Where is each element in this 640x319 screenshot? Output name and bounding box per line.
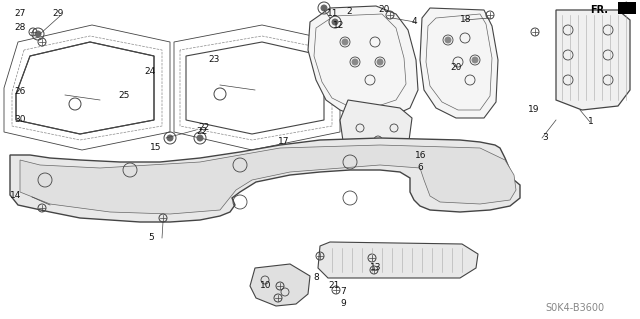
Text: 22: 22 [198, 123, 209, 132]
Text: 25: 25 [118, 91, 129, 100]
Circle shape [197, 135, 203, 141]
Text: 14: 14 [10, 191, 21, 201]
Polygon shape [250, 264, 310, 306]
Text: 15: 15 [150, 144, 161, 152]
Text: 17: 17 [278, 137, 289, 146]
Text: 10: 10 [260, 280, 271, 290]
Text: 12: 12 [333, 21, 344, 31]
Text: 20: 20 [378, 5, 389, 14]
Text: 19: 19 [528, 106, 540, 115]
Text: 23: 23 [208, 56, 220, 64]
Polygon shape [318, 242, 478, 278]
Text: 5: 5 [148, 234, 154, 242]
Polygon shape [20, 145, 516, 214]
Text: 3: 3 [542, 133, 548, 143]
Circle shape [167, 135, 173, 141]
Circle shape [321, 5, 327, 11]
Text: 20: 20 [450, 63, 461, 72]
Bar [618, 2, 636, 14]
Text: 18: 18 [460, 16, 472, 25]
Text: 9: 9 [340, 300, 346, 308]
Text: 24: 24 [144, 68, 156, 77]
Text: 11: 11 [327, 10, 339, 19]
Circle shape [377, 59, 383, 65]
Text: 28: 28 [14, 24, 26, 33]
Text: 22: 22 [196, 128, 207, 137]
Text: 8: 8 [313, 273, 319, 283]
Polygon shape [556, 10, 630, 110]
Text: 26: 26 [14, 87, 26, 97]
Polygon shape [10, 138, 520, 222]
Text: 16: 16 [415, 151, 426, 160]
Circle shape [342, 39, 348, 45]
Polygon shape [308, 6, 418, 118]
Circle shape [472, 57, 478, 63]
Text: FR.: FR. [590, 5, 608, 15]
Circle shape [332, 19, 338, 25]
Text: 2: 2 [346, 8, 351, 17]
Text: 13: 13 [370, 263, 381, 272]
Circle shape [352, 59, 358, 65]
Text: 1: 1 [588, 117, 594, 127]
Text: 30: 30 [14, 115, 26, 124]
Text: 6: 6 [417, 164, 423, 173]
Circle shape [35, 31, 41, 37]
Text: 4: 4 [412, 18, 418, 26]
Text: 29: 29 [52, 10, 63, 19]
Text: 7: 7 [340, 287, 346, 296]
Text: S0K4-B3600: S0K4-B3600 [545, 303, 604, 313]
Text: 21: 21 [328, 281, 339, 291]
Polygon shape [340, 100, 412, 160]
Circle shape [445, 37, 451, 43]
Polygon shape [420, 8, 498, 118]
Text: 27: 27 [14, 10, 26, 19]
